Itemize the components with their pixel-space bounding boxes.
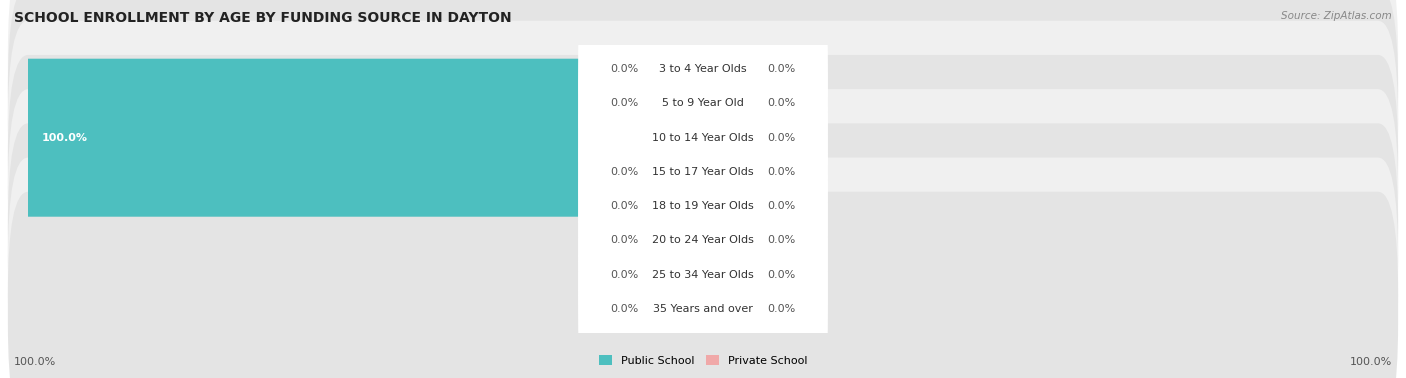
FancyBboxPatch shape (689, 59, 770, 217)
Text: 0.0%: 0.0% (768, 235, 796, 245)
FancyBboxPatch shape (8, 158, 1398, 378)
FancyBboxPatch shape (8, 0, 1398, 186)
FancyBboxPatch shape (578, 42, 828, 234)
Text: 0.0%: 0.0% (610, 304, 638, 314)
FancyBboxPatch shape (689, 230, 770, 378)
Text: 0.0%: 0.0% (610, 270, 638, 279)
FancyBboxPatch shape (636, 195, 717, 353)
FancyBboxPatch shape (8, 123, 1398, 357)
FancyBboxPatch shape (8, 192, 1398, 378)
Text: 15 to 17 Year Olds: 15 to 17 Year Olds (652, 167, 754, 177)
FancyBboxPatch shape (578, 0, 828, 166)
Text: 10 to 14 Year Olds: 10 to 14 Year Olds (652, 133, 754, 143)
FancyBboxPatch shape (689, 25, 770, 183)
FancyBboxPatch shape (578, 110, 828, 302)
Text: 0.0%: 0.0% (768, 133, 796, 143)
FancyBboxPatch shape (689, 195, 770, 353)
Text: 0.0%: 0.0% (768, 99, 796, 108)
Text: 0.0%: 0.0% (768, 64, 796, 74)
FancyBboxPatch shape (14, 59, 717, 217)
FancyBboxPatch shape (689, 93, 770, 251)
Text: Source: ZipAtlas.com: Source: ZipAtlas.com (1281, 11, 1392, 21)
Text: 0.0%: 0.0% (610, 99, 638, 108)
Text: 0.0%: 0.0% (768, 270, 796, 279)
FancyBboxPatch shape (8, 89, 1398, 323)
Text: 20 to 24 Year Olds: 20 to 24 Year Olds (652, 235, 754, 245)
FancyBboxPatch shape (8, 21, 1398, 255)
Text: 0.0%: 0.0% (610, 64, 638, 74)
Text: 0.0%: 0.0% (768, 304, 796, 314)
Text: 0.0%: 0.0% (768, 201, 796, 211)
Text: 100.0%: 100.0% (1350, 357, 1392, 367)
Text: 18 to 19 Year Olds: 18 to 19 Year Olds (652, 201, 754, 211)
FancyBboxPatch shape (636, 0, 717, 148)
Text: 35 Years and over: 35 Years and over (652, 304, 754, 314)
FancyBboxPatch shape (636, 127, 717, 285)
Text: 100.0%: 100.0% (42, 133, 87, 143)
FancyBboxPatch shape (636, 161, 717, 319)
FancyBboxPatch shape (578, 144, 828, 336)
Text: 0.0%: 0.0% (610, 201, 638, 211)
FancyBboxPatch shape (8, 0, 1398, 220)
FancyBboxPatch shape (636, 230, 717, 378)
Text: 5 to 9 Year Old: 5 to 9 Year Old (662, 99, 744, 108)
FancyBboxPatch shape (578, 212, 828, 378)
FancyBboxPatch shape (689, 127, 770, 285)
FancyBboxPatch shape (636, 25, 717, 183)
FancyBboxPatch shape (578, 8, 828, 200)
FancyBboxPatch shape (578, 178, 828, 370)
FancyBboxPatch shape (636, 93, 717, 251)
FancyBboxPatch shape (689, 0, 770, 148)
Text: 0.0%: 0.0% (768, 167, 796, 177)
FancyBboxPatch shape (8, 55, 1398, 289)
Text: 25 to 34 Year Olds: 25 to 34 Year Olds (652, 270, 754, 279)
Legend: Public School, Private School: Public School, Private School (595, 350, 811, 370)
Text: 0.0%: 0.0% (610, 167, 638, 177)
FancyBboxPatch shape (578, 76, 828, 268)
Text: SCHOOL ENROLLMENT BY AGE BY FUNDING SOURCE IN DAYTON: SCHOOL ENROLLMENT BY AGE BY FUNDING SOUR… (14, 11, 512, 25)
Text: 0.0%: 0.0% (610, 235, 638, 245)
FancyBboxPatch shape (689, 161, 770, 319)
Text: 100.0%: 100.0% (14, 357, 56, 367)
Text: 3 to 4 Year Olds: 3 to 4 Year Olds (659, 64, 747, 74)
